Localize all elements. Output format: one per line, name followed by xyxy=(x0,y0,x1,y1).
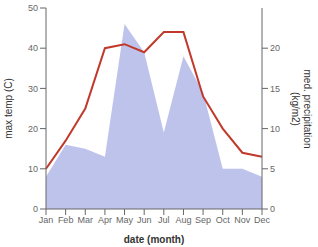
svg-text:20: 20 xyxy=(28,124,38,134)
svg-text:Dec: Dec xyxy=(254,215,271,225)
svg-text:15: 15 xyxy=(270,84,280,94)
svg-text:max temp (C): max temp (C) xyxy=(8,78,14,139)
svg-text:Nov: Nov xyxy=(234,215,251,225)
svg-text:Jul: Jul xyxy=(158,215,170,225)
svg-text:May: May xyxy=(116,215,134,225)
svg-text:Mar: Mar xyxy=(78,215,94,225)
svg-text:10: 10 xyxy=(28,164,38,174)
svg-text:Oct: Oct xyxy=(216,215,231,225)
svg-text:Jun: Jun xyxy=(137,215,152,225)
svg-text:Aug: Aug xyxy=(175,215,191,225)
svg-text:0: 0 xyxy=(270,204,275,214)
svg-text:Feb: Feb xyxy=(58,215,74,225)
svg-text:40: 40 xyxy=(28,43,38,53)
svg-text:Apr: Apr xyxy=(98,215,112,225)
svg-text:30: 30 xyxy=(28,84,38,94)
svg-text:Sep: Sep xyxy=(195,215,211,225)
svg-text:10: 10 xyxy=(270,124,280,134)
svg-text:Jan: Jan xyxy=(39,215,54,225)
svg-text:20: 20 xyxy=(270,43,280,53)
svg-text:date (month): date (month) xyxy=(124,234,185,245)
svg-text:0: 0 xyxy=(33,204,38,214)
svg-text:5: 5 xyxy=(270,164,275,174)
svg-text:50: 50 xyxy=(28,3,38,13)
html-text:med. precipitation (kg/m2): med. precipitation (kg/m2) xyxy=(290,69,313,148)
